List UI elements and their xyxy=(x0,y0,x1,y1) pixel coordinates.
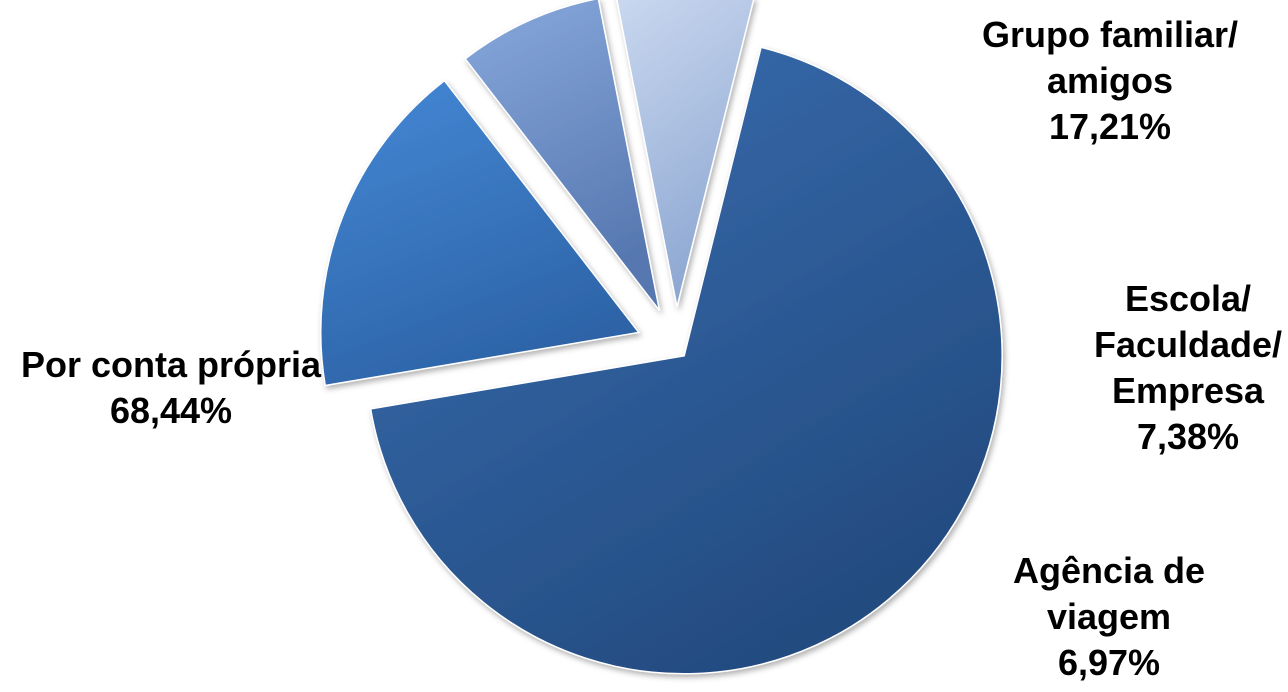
slice-label-grupo-familiar: Grupo familiar/ amigos 17,21% xyxy=(960,12,1260,150)
slice-label-line: Escola/ xyxy=(1124,278,1252,319)
slice-grupo-familiar xyxy=(320,79,641,387)
slice-label-line: Empresa xyxy=(1111,370,1265,411)
slice-label-escola-faculdade-empresa: Escola/ Faculdade/ Empresa 7,38% xyxy=(1078,276,1288,460)
slice-label-line: Faculdade/ xyxy=(1093,324,1283,365)
slice-label-por-conta-propria: Por conta própria 68,44% xyxy=(10,342,332,434)
slice-value-label: 7,38% xyxy=(1136,416,1240,457)
slice-value-label: 68,44% xyxy=(109,390,233,431)
slice-label-line: amigos xyxy=(1046,60,1174,101)
slice-por-conta-propria xyxy=(369,46,1003,675)
slice-agencia-de-viagem xyxy=(616,0,755,308)
slice-label-line: Por conta própria xyxy=(20,344,322,385)
slice-label-agencia-de-viagem: Agência de viagem 6,97% xyxy=(1000,548,1218,686)
slice-label-line: viagem xyxy=(1046,596,1172,637)
slice-value-label: 6,97% xyxy=(1057,642,1161,683)
slice-label-line: Grupo familiar/ xyxy=(981,14,1239,55)
slice-escola-faculdade-empresa xyxy=(464,0,661,312)
slice-label-line: Agência de xyxy=(1012,550,1206,591)
slice-value-label: 17,21% xyxy=(1048,106,1172,147)
